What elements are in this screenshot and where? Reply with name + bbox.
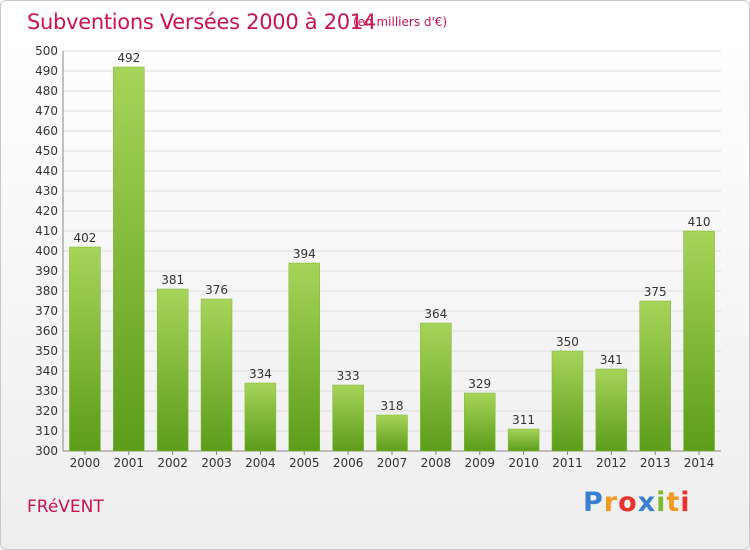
bar-2012 xyxy=(595,368,628,452)
value-label: 402 xyxy=(73,231,96,245)
x-tick-label: 2001 xyxy=(114,456,145,470)
bar-2010 xyxy=(507,428,540,452)
y-tick-label: 500 xyxy=(35,44,58,58)
logo-letter: x xyxy=(637,487,657,518)
value-label: 350 xyxy=(556,335,579,349)
value-label: 492 xyxy=(117,51,140,65)
y-tick-label: 340 xyxy=(35,364,58,378)
x-tick-label: 2005 xyxy=(289,456,320,470)
value-label: 381 xyxy=(161,273,184,287)
y-tick-label: 480 xyxy=(35,84,58,98)
x-tick-label: 2008 xyxy=(421,456,452,470)
bar-2003 xyxy=(200,298,233,452)
chart-unit: (en milliers d'€) xyxy=(353,15,448,29)
bar-2014 xyxy=(683,230,715,452)
bar-2013 xyxy=(639,300,671,452)
value-label: 341 xyxy=(600,353,623,367)
value-label: 410 xyxy=(688,215,711,229)
bar-2006 xyxy=(332,384,364,452)
y-tick-label: 470 xyxy=(35,104,58,118)
y-tick-label: 430 xyxy=(35,184,58,198)
x-tick-label: 2004 xyxy=(245,456,276,470)
y-tick-label: 360 xyxy=(35,324,58,338)
value-label: 334 xyxy=(249,367,272,381)
y-tick-label: 300 xyxy=(35,444,58,458)
axes: 300 310 320 330 340 350 360 370 380 390 400 410 420 4… xyxy=(35,44,721,470)
proxiti-logo: Proxiti xyxy=(583,487,691,518)
x-tick-label: 2010 xyxy=(508,456,539,470)
logo-letter: r xyxy=(603,487,619,518)
bar-2000 xyxy=(69,246,101,452)
x-tick-label: 2009 xyxy=(464,456,495,470)
x-tick-label: 2002 xyxy=(157,456,188,470)
value-label: 394 xyxy=(293,247,316,261)
logo-letter: i xyxy=(680,487,691,518)
y-tick-label: 330 xyxy=(35,384,58,398)
y-tick-label: 450 xyxy=(35,144,58,158)
x-tick-label: 2003 xyxy=(201,456,232,470)
y-tick-label: 320 xyxy=(35,404,58,418)
value-label: 318 xyxy=(381,399,404,413)
y-tick-label: 310 xyxy=(35,424,58,438)
bar-2004 xyxy=(244,382,277,452)
value-label: 311 xyxy=(512,413,535,427)
x-tick-label: 2011 xyxy=(552,456,583,470)
logo-letter: t xyxy=(666,487,681,518)
bar-2007 xyxy=(376,414,408,452)
value-label: 376 xyxy=(205,283,228,297)
x-tick-label: 2000 xyxy=(70,456,101,470)
commune-name: FRéVENT xyxy=(27,497,104,517)
y-tick-label: 420 xyxy=(35,204,58,218)
chart-title: Subventions Versées 2000 à 2014 xyxy=(27,10,376,34)
logo-letter: P xyxy=(583,487,604,518)
x-tick-label: 2012 xyxy=(596,456,627,470)
x-tick-label: 2006 xyxy=(333,456,364,470)
value-label: 375 xyxy=(644,285,667,299)
y-tick-label: 490 xyxy=(35,64,58,78)
y-tick-label: 410 xyxy=(35,224,58,238)
bar-2002 xyxy=(156,288,189,452)
bar-2001 xyxy=(113,66,145,452)
value-label: 364 xyxy=(424,307,447,321)
y-tick-label: 370 xyxy=(35,304,58,318)
value-label: 329 xyxy=(468,377,491,391)
bar-2005 xyxy=(288,262,321,452)
value-label: 333 xyxy=(337,369,360,383)
logo-letter: i xyxy=(656,487,667,518)
x-tick-label: 2007 xyxy=(377,456,408,470)
value-labels: 402 492 381 376 334 394 333 318 364 329 311 350 341 3… xyxy=(73,51,710,427)
y-tick-label: 440 xyxy=(35,164,58,178)
y-tick-label: 460 xyxy=(35,124,58,138)
y-tick-label: 400 xyxy=(35,244,58,258)
bar-2009 xyxy=(463,392,496,452)
y-tick-label: 390 xyxy=(35,264,58,278)
y-tick-label: 350 xyxy=(35,344,58,358)
x-tick-label: 2014 xyxy=(684,456,715,470)
bars xyxy=(69,66,715,452)
y-tick-label: 380 xyxy=(35,284,58,298)
bar-2011 xyxy=(551,350,584,452)
logo-letter: o xyxy=(618,487,638,518)
bar-2008 xyxy=(420,322,452,452)
x-tick-label: 2013 xyxy=(640,456,671,470)
